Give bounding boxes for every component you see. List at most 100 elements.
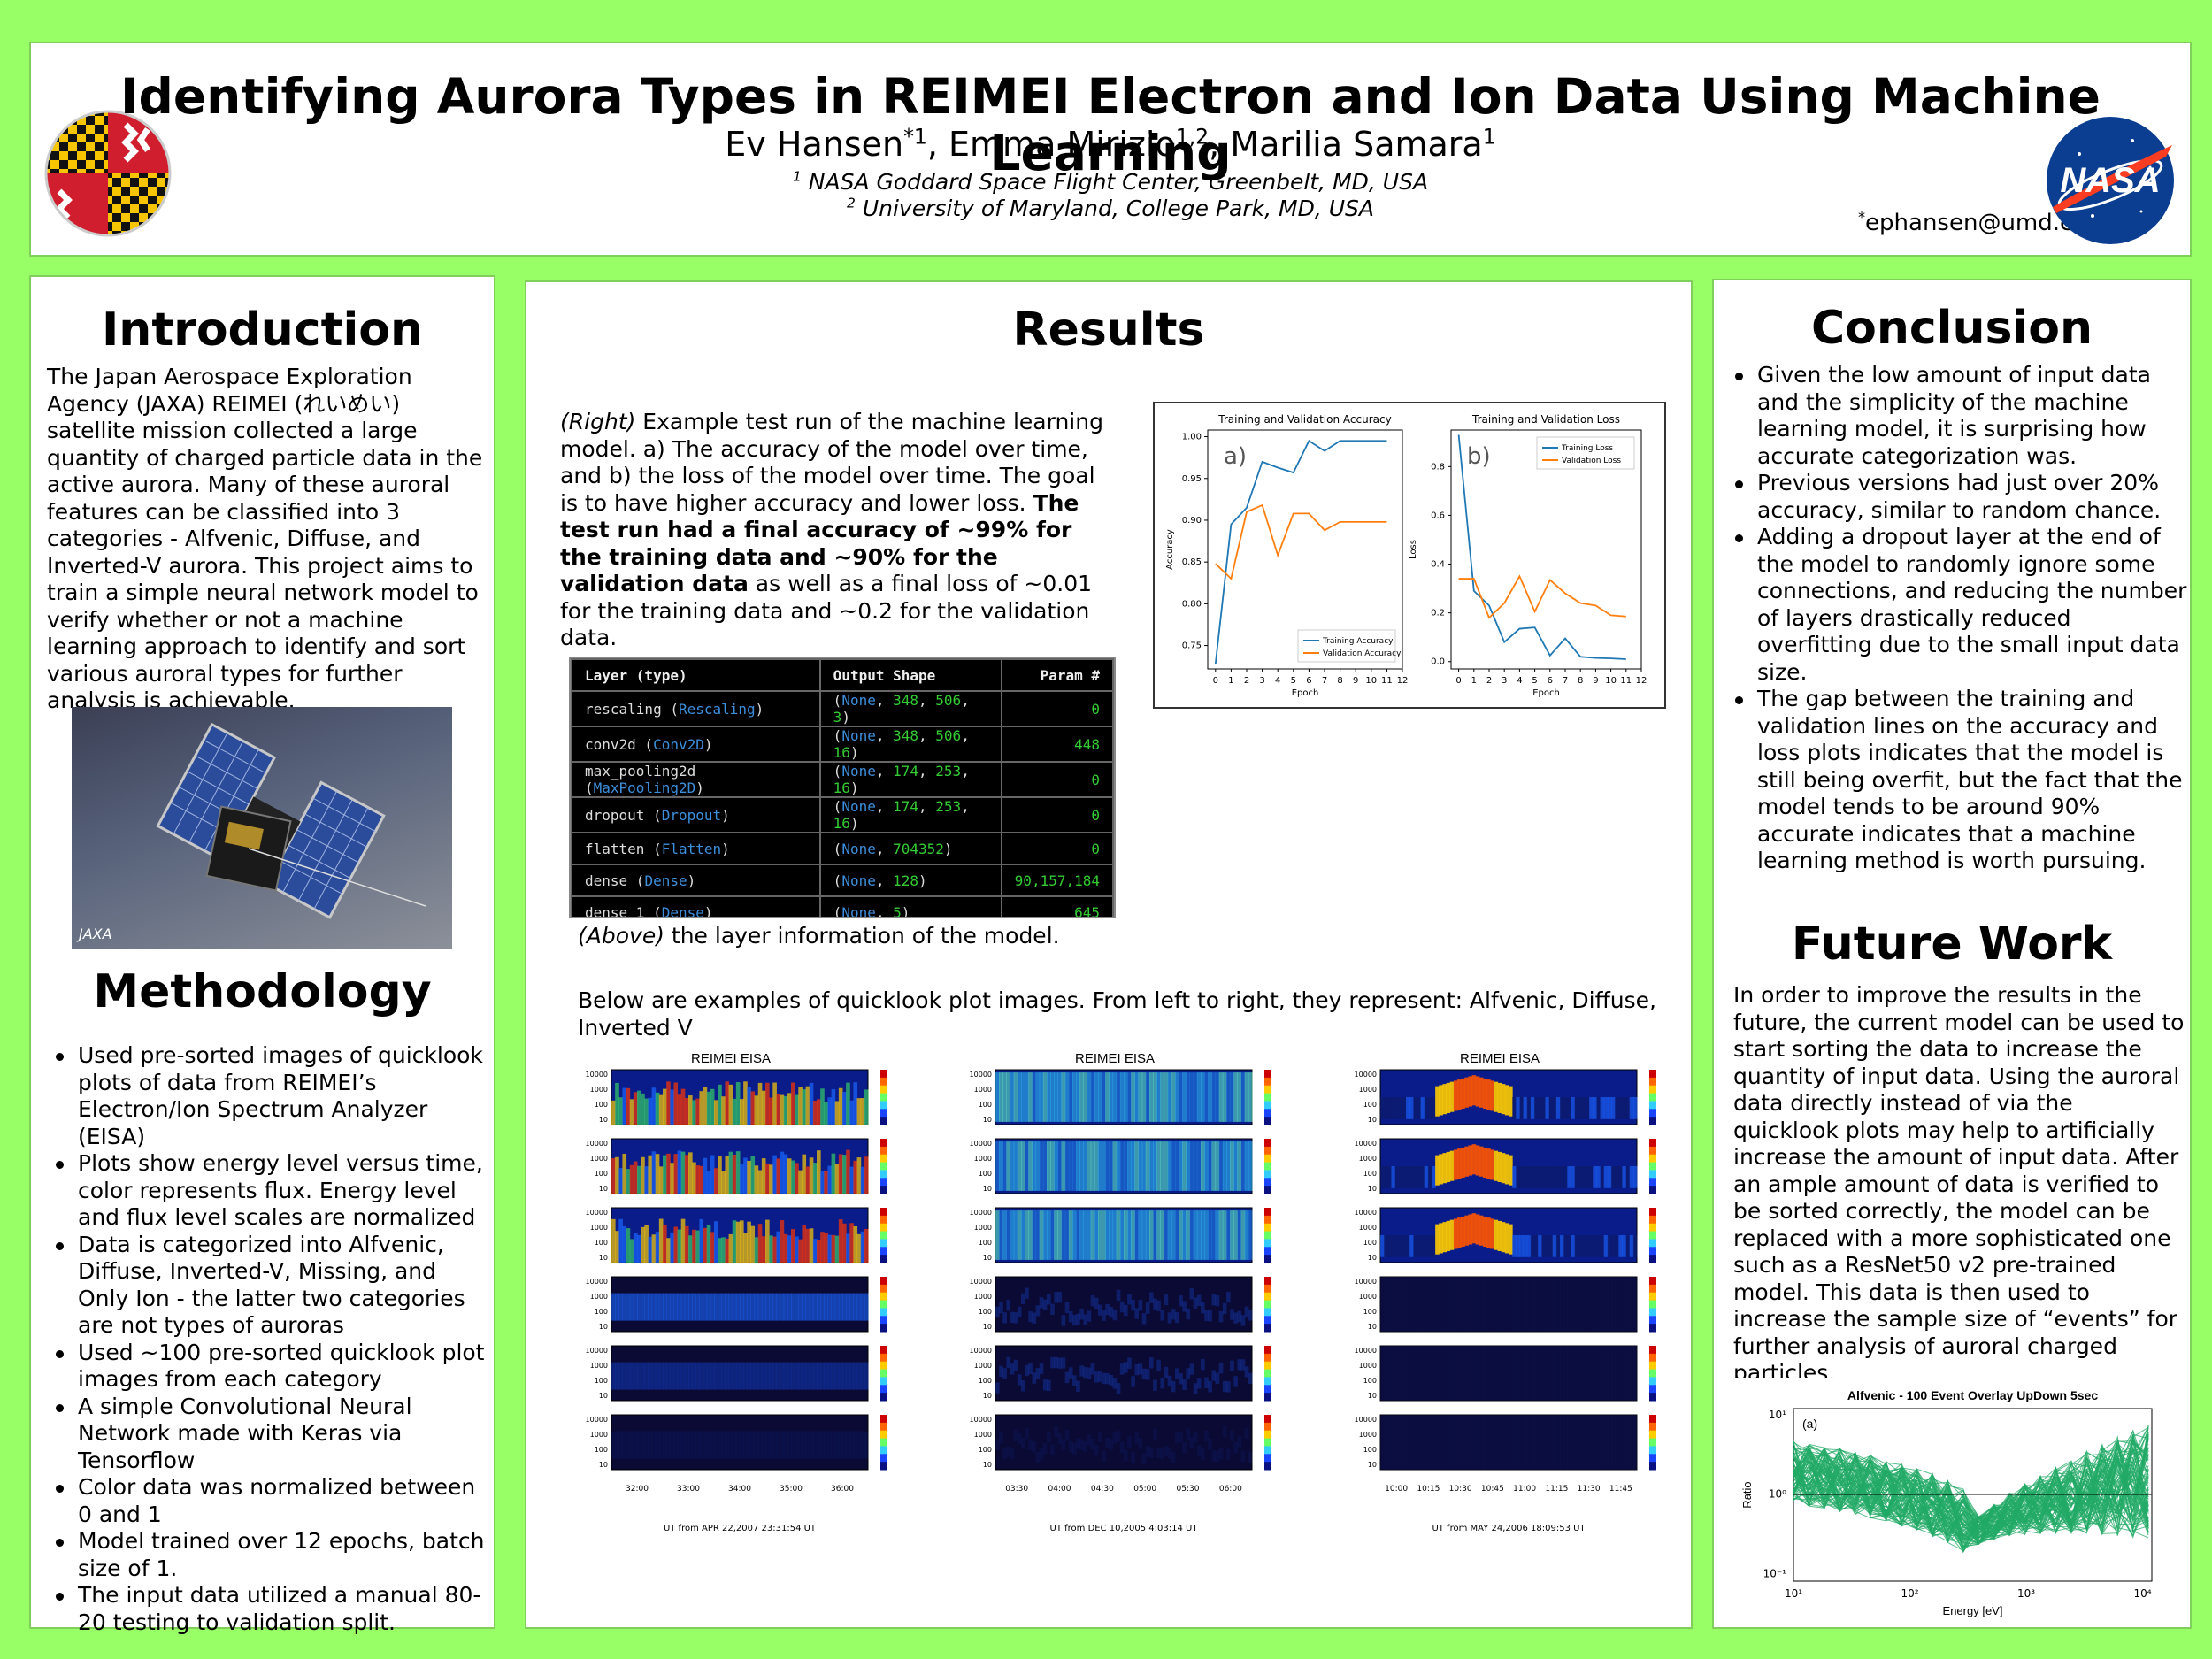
- spectrogram-cell: [714, 1221, 718, 1263]
- spectrogram-cell: [1127, 1357, 1132, 1369]
- spectrogram-cell: [1098, 1210, 1102, 1260]
- spectrogram-cell: [1087, 1072, 1092, 1122]
- spectrogram-cell: [1131, 1072, 1135, 1122]
- spectrogram-cell: [750, 1293, 756, 1321]
- spectrogram-cell: [750, 1362, 756, 1390]
- spectrogram-cell: [1028, 1310, 1033, 1323]
- spectrogram-cell: [680, 1218, 686, 1263]
- spectrogram-cell: [728, 1431, 733, 1459]
- table-header: Layer (type): [571, 658, 821, 692]
- spectrogram-panel: [995, 1414, 1253, 1471]
- spectrogram-cell: [1222, 1425, 1227, 1438]
- layer-type: Dense: [644, 872, 687, 889]
- spectrogram-cell: [824, 1293, 828, 1321]
- x-axis-label: Epoch: [1292, 688, 1319, 698]
- spectrogram-cell: [611, 1218, 616, 1263]
- spectrogram-cell: [1204, 1141, 1209, 1191]
- energy-tick-label: 10000: [586, 1140, 608, 1148]
- energy-tick-label: 1000: [1359, 1293, 1377, 1301]
- spectrogram-cell: [703, 1431, 708, 1459]
- spectrogram-cell: [1145, 1210, 1150, 1260]
- spectrogram-cell: [1079, 1210, 1084, 1260]
- y-axis-label: Loss: [1409, 540, 1418, 559]
- spectrogram-cell: [1402, 1166, 1407, 1188]
- spectrogram-cell: [798, 1239, 803, 1263]
- spectrogram-cell: [1127, 1210, 1132, 1260]
- spectrogram-cell: [1490, 1218, 1494, 1249]
- spectrogram-cell: [1461, 1415, 1465, 1470]
- spectrogram-cell: [1248, 1072, 1253, 1122]
- spectrogram-cell: [1149, 1447, 1154, 1459]
- spectrogram-cell: [1471, 1213, 1477, 1244]
- spectrogram-cell: [864, 1228, 869, 1263]
- spectrogram-cell: [611, 1157, 616, 1194]
- training-charts-figure: Training and Validation Accuracy 0 1 2 3 4 5 6 7…: [1153, 402, 1666, 709]
- spectrogram-cell: [1171, 1451, 1176, 1463]
- spectrogram-cell: [1380, 1166, 1385, 1188]
- colorbar-segment: [1264, 1231, 1271, 1240]
- spectrogram-cell: [1501, 1415, 1506, 1470]
- spectrogram-cell: [1064, 1141, 1070, 1191]
- spectrogram-cell: [1141, 1210, 1147, 1260]
- spectrogram-cell: [1519, 1097, 1525, 1119]
- spectrogram-cell: [1413, 1097, 1417, 1119]
- spectrogram-cell: [995, 1382, 1000, 1394]
- spectrogram-cell: [695, 1230, 700, 1263]
- spectrogram-cell: [1446, 1151, 1451, 1182]
- spectrogram-cell: [1054, 1356, 1058, 1369]
- spectrogram-cell: [1013, 1430, 1018, 1441]
- spectrogram-cell: [728, 1293, 733, 1321]
- spectrogram-cell: [772, 1362, 777, 1390]
- colorbar-segment: [880, 1430, 887, 1440]
- spectrogram-cell: [791, 1362, 795, 1390]
- spectrogram-cell: [1490, 1080, 1494, 1111]
- spectrogram-cell: [1145, 1302, 1150, 1314]
- spectrogram-cell: [1417, 1277, 1422, 1332]
- spectrogram-cell: [626, 1431, 631, 1459]
- spectrogram-cell: [1028, 1210, 1033, 1260]
- spectrogram-cell: [1394, 1346, 1400, 1401]
- spectrogram-cell: [812, 1431, 818, 1459]
- spectrogram-cell: [732, 1431, 737, 1459]
- spectrogram-cell: [1560, 1277, 1564, 1332]
- spectrogram-cell: [648, 1293, 653, 1321]
- spectrogram-cell: [1545, 1346, 1550, 1401]
- layer-type: Dense: [661, 903, 704, 918]
- spectrogram-cell: [1516, 1346, 1520, 1401]
- spectrogram-cell: [1102, 1450, 1106, 1463]
- spectrogram-cell: [1211, 1370, 1217, 1381]
- energy-tick-label: 100: [595, 1377, 608, 1385]
- colorbar-segment: [1264, 1239, 1271, 1248]
- event-curve: [1793, 1439, 2149, 1545]
- spectrogram-cell: [680, 1431, 686, 1459]
- spectrogram-cell: [1446, 1082, 1451, 1113]
- energy-tick-label: 1000: [1359, 1224, 1377, 1232]
- spectrogram-cell: [1607, 1235, 1612, 1257]
- spectrogram-cell: [1153, 1428, 1157, 1440]
- spectrogram-cell: [1112, 1210, 1118, 1260]
- energy-tick-label: 1000: [590, 1431, 608, 1439]
- energy-tick-label: 100: [595, 1170, 608, 1178]
- spectrogram-cell: [1149, 1072, 1154, 1122]
- spectrogram-cell: [1006, 1210, 1011, 1260]
- spectrogram-cell: [658, 1431, 664, 1459]
- spectrogram-cell: [831, 1431, 836, 1459]
- list-item: Used pre-sorted images of quicklook plot…: [47, 1042, 494, 1150]
- legend-box: [1536, 436, 1635, 470]
- spectrogram-cell: [680, 1362, 686, 1390]
- spectrogram-cell: [1464, 1215, 1469, 1246]
- spectrogram-cell: [1449, 1415, 1455, 1470]
- spectrogram-cell: [805, 1228, 810, 1263]
- spectrogram-cell: [856, 1431, 862, 1459]
- spectrogram-cell: [1094, 1141, 1099, 1191]
- spectrogram-cell: [1538, 1166, 1542, 1188]
- colorbar-segment: [1649, 1393, 1656, 1402]
- spectrogram-cell: [1442, 1222, 1448, 1253]
- spectrogram-cell: [1571, 1277, 1576, 1332]
- spectrogram-cell: [1486, 1079, 1491, 1110]
- colorbar-segment: [1264, 1277, 1271, 1286]
- spectrogram-cell: [802, 1293, 807, 1321]
- poster-title: Identifying Aurora Types in REIMEI Elect…: [120, 68, 2101, 181]
- spectrogram-cell: [692, 1229, 696, 1263]
- spectrogram-cell: [1406, 1097, 1410, 1119]
